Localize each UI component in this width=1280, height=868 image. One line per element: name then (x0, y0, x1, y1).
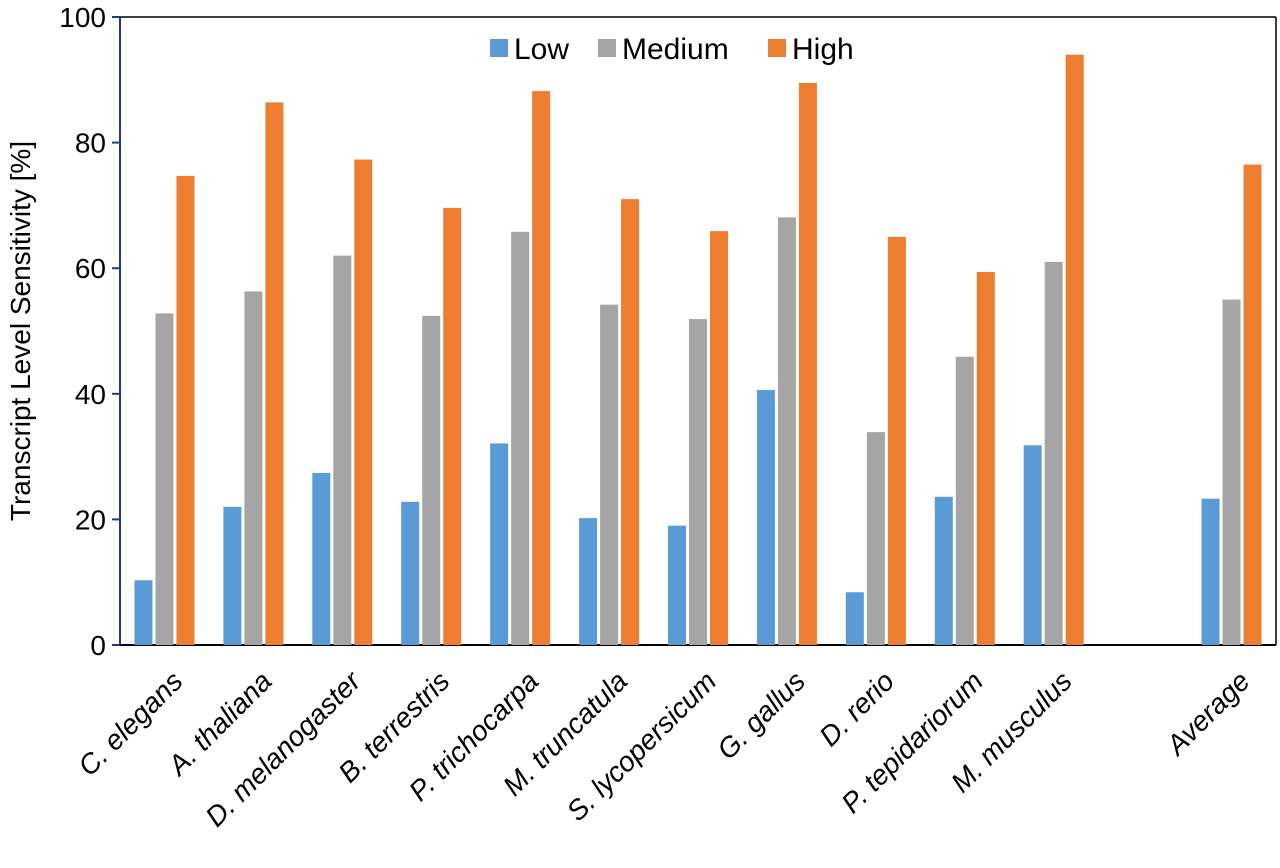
bar-high-6 (710, 231, 728, 645)
y-tick-label: 60 (75, 253, 106, 284)
legend-swatch-high (768, 39, 786, 57)
bar-medium-1 (244, 291, 263, 645)
y-axis-title: Transcript Level Sensitivity [%] (5, 141, 36, 521)
bar-medium-4 (511, 231, 530, 645)
y-tick-label: 40 (75, 379, 106, 410)
bar-medium-2 (333, 255, 352, 645)
bar-high-9 (976, 271, 995, 645)
legend-label-low: Low (514, 33, 569, 66)
bars-group (134, 54, 1262, 646)
y-tick-label: 100 (59, 2, 106, 33)
bar-low-5 (579, 518, 598, 645)
bar-medium-9 (955, 356, 974, 645)
x-tick-label: D. rerio (813, 665, 900, 752)
bar-low-8 (845, 592, 864, 645)
legend-swatch-low (490, 39, 508, 57)
bar-medium-7 (777, 217, 796, 645)
bar-medium-8 (866, 432, 885, 645)
x-tick-label: D. melanogaster (199, 664, 367, 832)
bar-high-5 (621, 199, 640, 645)
bar-low-6 (668, 525, 686, 645)
x-tick-label: S. lycopersicum (561, 665, 723, 827)
bar-low-7 (756, 390, 775, 645)
bar-low-2 (312, 472, 331, 645)
bar-medium-6 (689, 319, 707, 645)
bar-high-2 (354, 159, 373, 645)
bar-high-3 (443, 207, 462, 646)
bar-medium-12 (1222, 299, 1241, 645)
y-tick-label: 20 (75, 504, 106, 535)
bar-high-0 (176, 175, 195, 645)
bar-low-4 (490, 443, 509, 645)
bar-low-1 (223, 506, 242, 645)
bar-medium-10 (1044, 261, 1063, 645)
bar-medium-5 (600, 304, 619, 645)
x-tick-label: Average (1159, 665, 1256, 762)
bar-high-10 (1065, 54, 1084, 646)
bar-low-0 (134, 580, 153, 645)
bar-medium-0 (155, 313, 174, 645)
bar-low-10 (1023, 445, 1042, 645)
bar-low-9 (934, 496, 953, 645)
y-tick-label: 0 (90, 630, 106, 661)
y-tick-label: 80 (75, 128, 106, 159)
legend-label-medium: Medium (622, 33, 729, 66)
legend: Low Medium High (490, 33, 854, 66)
bar-high-8 (887, 236, 906, 646)
y-axis-ticks: 0 20 40 60 80 100 (59, 2, 120, 661)
bar-low-12 (1201, 498, 1220, 645)
bar-low-3 (401, 501, 420, 645)
bar-medium-3 (422, 315, 441, 645)
x-tick-label: G. gallus (711, 665, 811, 765)
bar-high-12 (1243, 164, 1262, 645)
bar-high-7 (798, 82, 817, 645)
bar-high-1 (265, 102, 284, 645)
bar-high-4 (532, 91, 551, 645)
legend-swatch-medium (598, 39, 616, 57)
legend-label-high: High (792, 33, 854, 66)
